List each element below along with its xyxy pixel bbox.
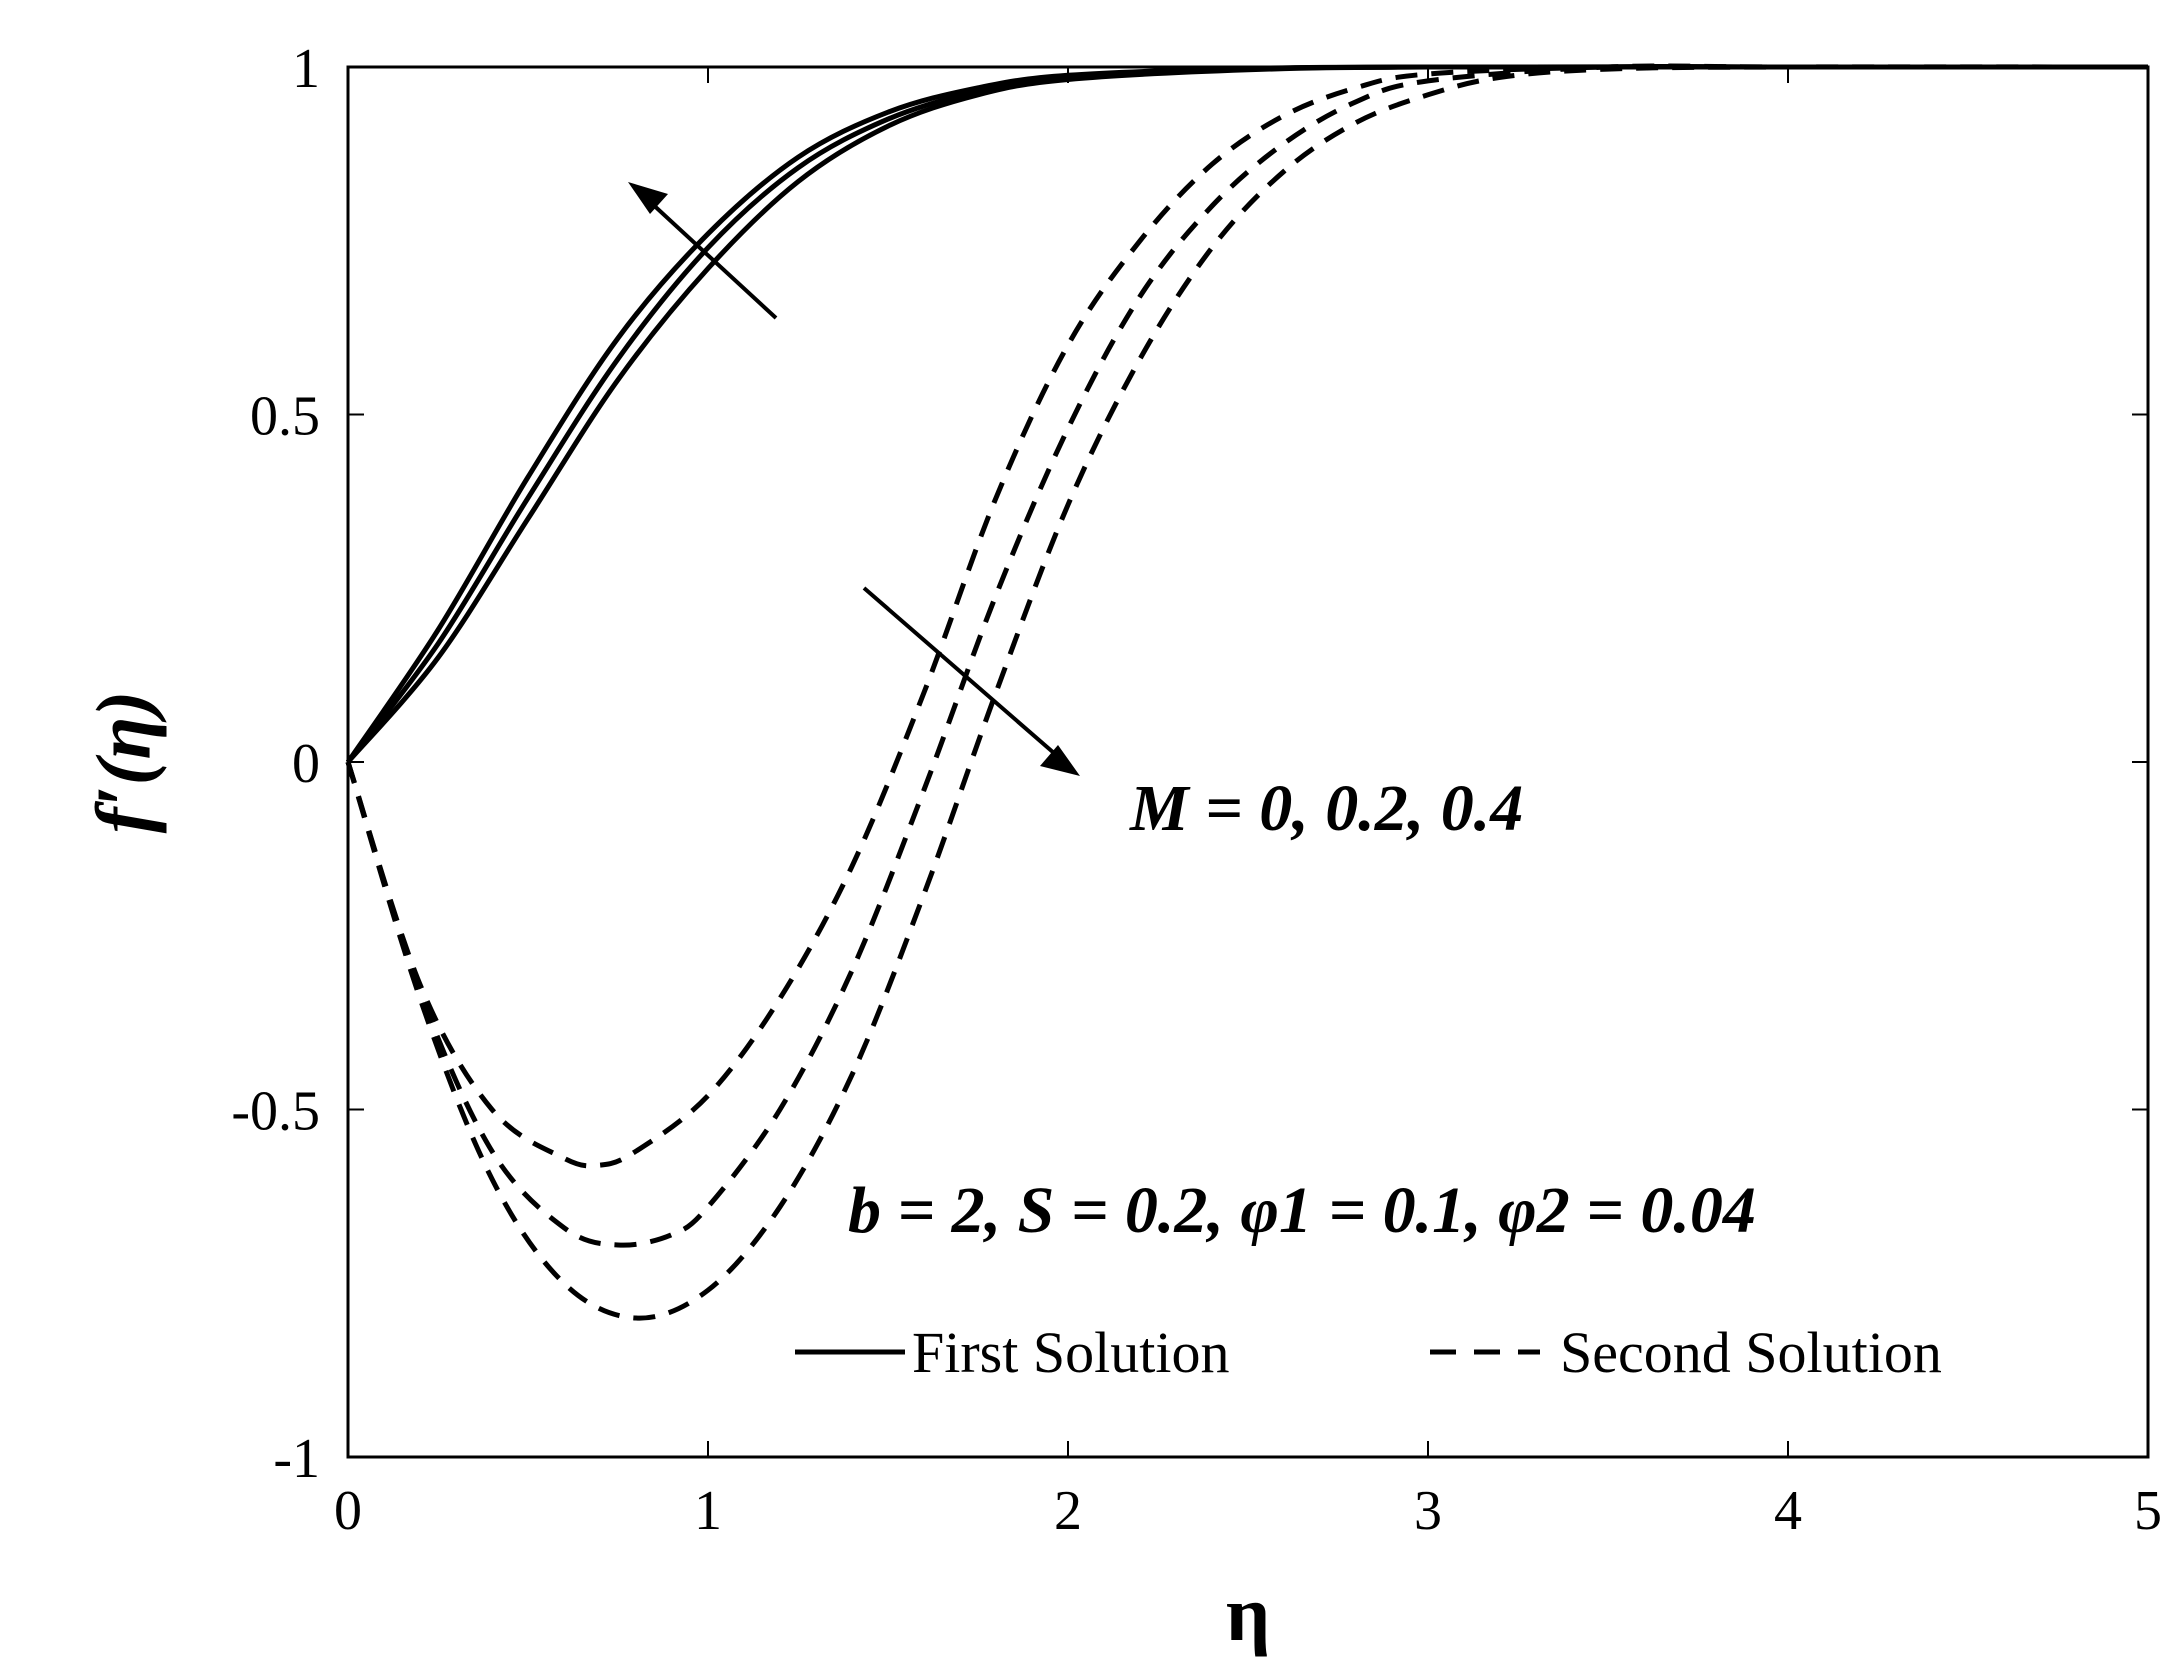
legend: First Solution Second Solution [795, 1320, 1942, 1385]
y-tick-label: 0.5 [250, 386, 320, 448]
fixed-params-annotation: b = 2, S = 0.2, φ1 = 0.1, φ2 = 0.04 [848, 1174, 1756, 1247]
second-solution-line-1 [345, 63, 2148, 1169]
legend-dashed-label: Second Solution [1560, 1320, 1942, 1385]
tick-labels: 0 1 2 3 4 5 -1 -0.5 0 0.5 1 [231, 38, 2162, 1542]
x-tick-label: 0 [334, 1480, 362, 1542]
x-tick-label: 5 [2134, 1480, 2162, 1542]
y-tick-label: -0.5 [231, 1081, 320, 1143]
y-tick-label: -1 [273, 1428, 320, 1490]
y-tick-label: 0 [292, 733, 320, 795]
x-axis-label: η [1226, 1570, 1270, 1657]
parameter-annotation: M = 0, 0.2, 0.4 [1129, 772, 1523, 845]
x-tick-label: 1 [694, 1480, 722, 1542]
x-tick-label: 2 [1054, 1480, 1082, 1542]
second-solution-line-3 [345, 64, 2149, 1321]
legend-solid-label: First Solution [912, 1320, 1229, 1385]
series-lines [345, 63, 2149, 1321]
y-axis-label: f′(η) [80, 691, 167, 834]
y-tick-label: 1 [292, 38, 320, 100]
x-tick-label: 4 [1774, 1480, 1802, 1542]
arrow-second-solution [862, 586, 1080, 776]
second-solution-line-2 [345, 63, 2148, 1248]
x-tick-label: 3 [1414, 1480, 1442, 1542]
arrow-first-solution [628, 182, 778, 320]
plot-area [346, 65, 2150, 1459]
